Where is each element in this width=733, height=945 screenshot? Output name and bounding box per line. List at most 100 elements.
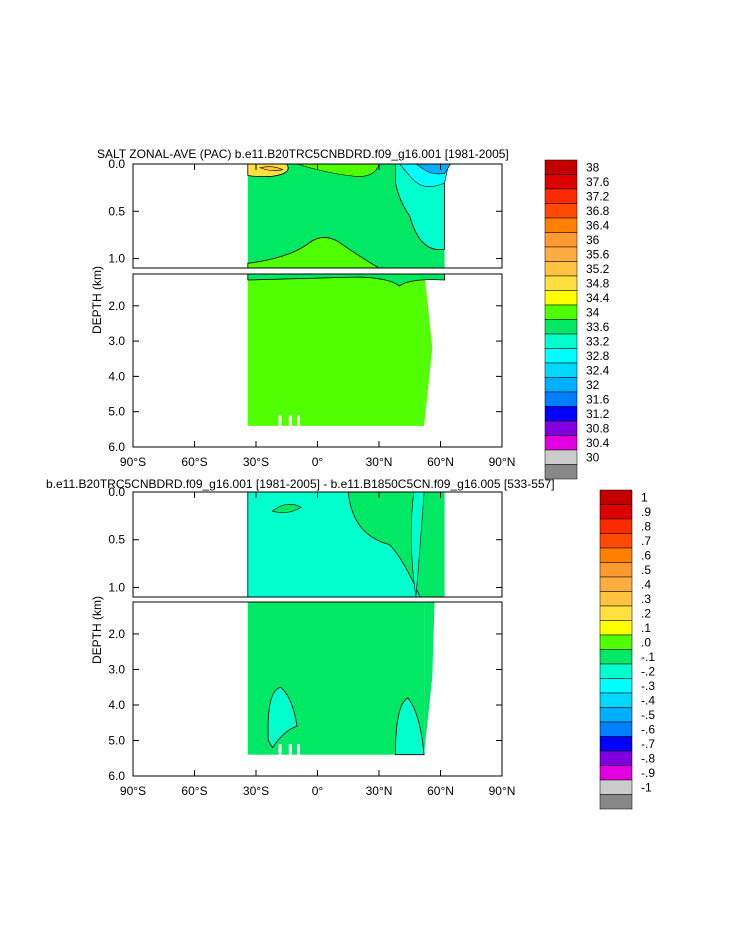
colorbar-label: 30 [586,450,600,464]
colorbar-label: -.9 [641,766,655,780]
colorbar-label: 37.2 [586,189,610,203]
gap-2 [297,415,300,426]
contour-35-2 [259,166,284,172]
colorbar-swatch [599,692,633,708]
y-axis-label: DEPTH (km) [90,596,104,664]
colorbar-swatch [544,188,578,204]
colorbar-swatch [544,275,578,291]
colorbar-swatch [544,377,578,393]
panel-difference: b.e11.B20TRC5CNBDRD.f09_g16.001 [1981-20… [46,477,655,810]
y-axis-label: DEPTH (km) [90,266,104,334]
x-tick-label: 30°N [366,784,393,798]
colorbar-swatch [599,649,633,665]
colorbar-label: 1 [641,490,648,504]
colorbar-label: 32.4 [586,363,610,377]
contour-neg-deep-north [394,697,425,756]
colorbar-swatch [599,634,633,650]
x-tick-label: 60°N [427,455,454,469]
panel-full-field: SALT ZONAL-AVE (PAC) b.e11.B20TRC5CNBDRD… [90,147,610,480]
y-tick-label: 4.0 [108,369,125,383]
colorbar-swatch [599,562,633,578]
colorbar-swatch [544,174,578,190]
x-tick-label: 60°S [181,455,207,469]
colorbar-swatch [544,304,578,320]
colorbar-swatch [599,765,633,781]
colorbar-swatch [599,678,633,694]
colorbar-swatch [544,246,578,262]
x-tick-label: 90°N [489,784,516,798]
colorbar-label: 30.8 [586,421,610,435]
colorbar-swatch [544,203,578,219]
x-tick-label: 90°N [489,455,516,469]
colorbar-swatch [544,435,578,451]
x-tick-label: 0° [312,784,324,798]
colorbar-label: 35.2 [586,262,610,276]
colorbar-swatch [599,533,633,549]
x-tick-label: 90°S [120,784,146,798]
x-tick-label: 0° [312,455,324,469]
colorbar-swatch [599,489,633,505]
contour-lower-top [247,273,445,287]
colorbar-swatch [599,547,633,563]
colorbar-label: 35.6 [586,247,610,261]
x-tick-label: 60°N [427,784,454,798]
colorbar-label: .7 [641,534,651,548]
colorbar-swatch [544,391,578,407]
colorbar-swatch [599,779,633,795]
field-deep-edge [424,274,433,426]
contour-32-4 [414,163,452,175]
colorbar-label: .9 [641,505,651,519]
colorbar-label: -.1 [641,650,655,664]
colorbar-label: -.5 [641,708,655,722]
gap-0 [278,744,282,755]
colorbar-swatch [544,217,578,233]
gap-1 [288,415,292,426]
y-tick-label: 2.0 [108,299,125,313]
y-tick-label: 1.0 [108,252,125,266]
contour-neg-deep-south [267,686,298,749]
colorbar-swatch [599,794,633,810]
gap-2 [297,744,300,755]
colorbar-label: 32 [586,378,600,392]
y-tick-label: 3.0 [108,662,125,676]
contour-34-4 [247,237,381,269]
colorbar-label: 34.4 [586,291,610,305]
field-deep-edge [424,602,435,755]
colorbar-swatch [544,362,578,378]
colorbar-swatch [599,504,633,520]
gap-0 [278,415,282,426]
colorbar-label: -.2 [641,664,655,678]
colorbar-swatch [544,232,578,248]
colorbar-swatch [599,518,633,534]
field-deep [247,274,425,426]
colorbar-label: 30.4 [586,436,610,450]
y-tick-label: 5.0 [108,733,125,747]
colorbar-swatch [544,319,578,335]
colorbar-swatch [544,348,578,364]
colorbar-swatch [599,721,633,737]
y-tick-label: 0.5 [108,533,125,547]
colorbar-swatch [599,736,633,752]
colorbar-label: .1 [641,621,651,635]
colorbar-label: .5 [641,563,651,577]
colorbar-label: 33.2 [586,334,610,348]
colorbar-label: .3 [641,592,651,606]
colorbar-swatch [544,333,578,349]
chart-title: b.e11.B20TRC5CNBDRD.f09_g16.001 [1981-20… [46,477,555,491]
colorbar-label: 38 [586,160,600,174]
colorbar-swatch [544,159,578,175]
colorbar-label: 37.6 [586,175,610,189]
colorbar-label: .4 [641,577,651,591]
x-tick-label: 30°S [243,455,269,469]
colorbar-label: .2 [641,606,651,620]
colorbar-swatch [544,406,578,422]
colorbar-swatch [599,605,633,621]
y-tick-label: 0.0 [108,157,125,171]
y-tick-label: 6.0 [108,769,125,783]
x-tick-label: 30°S [243,784,269,798]
x-tick-label: 30°N [366,455,393,469]
chart-title: SALT ZONAL-AVE (PAC) b.e11.B20TRC5CNBDRD… [97,147,509,161]
colorbar-swatch [599,750,633,766]
colorbar-label: .8 [641,519,651,533]
